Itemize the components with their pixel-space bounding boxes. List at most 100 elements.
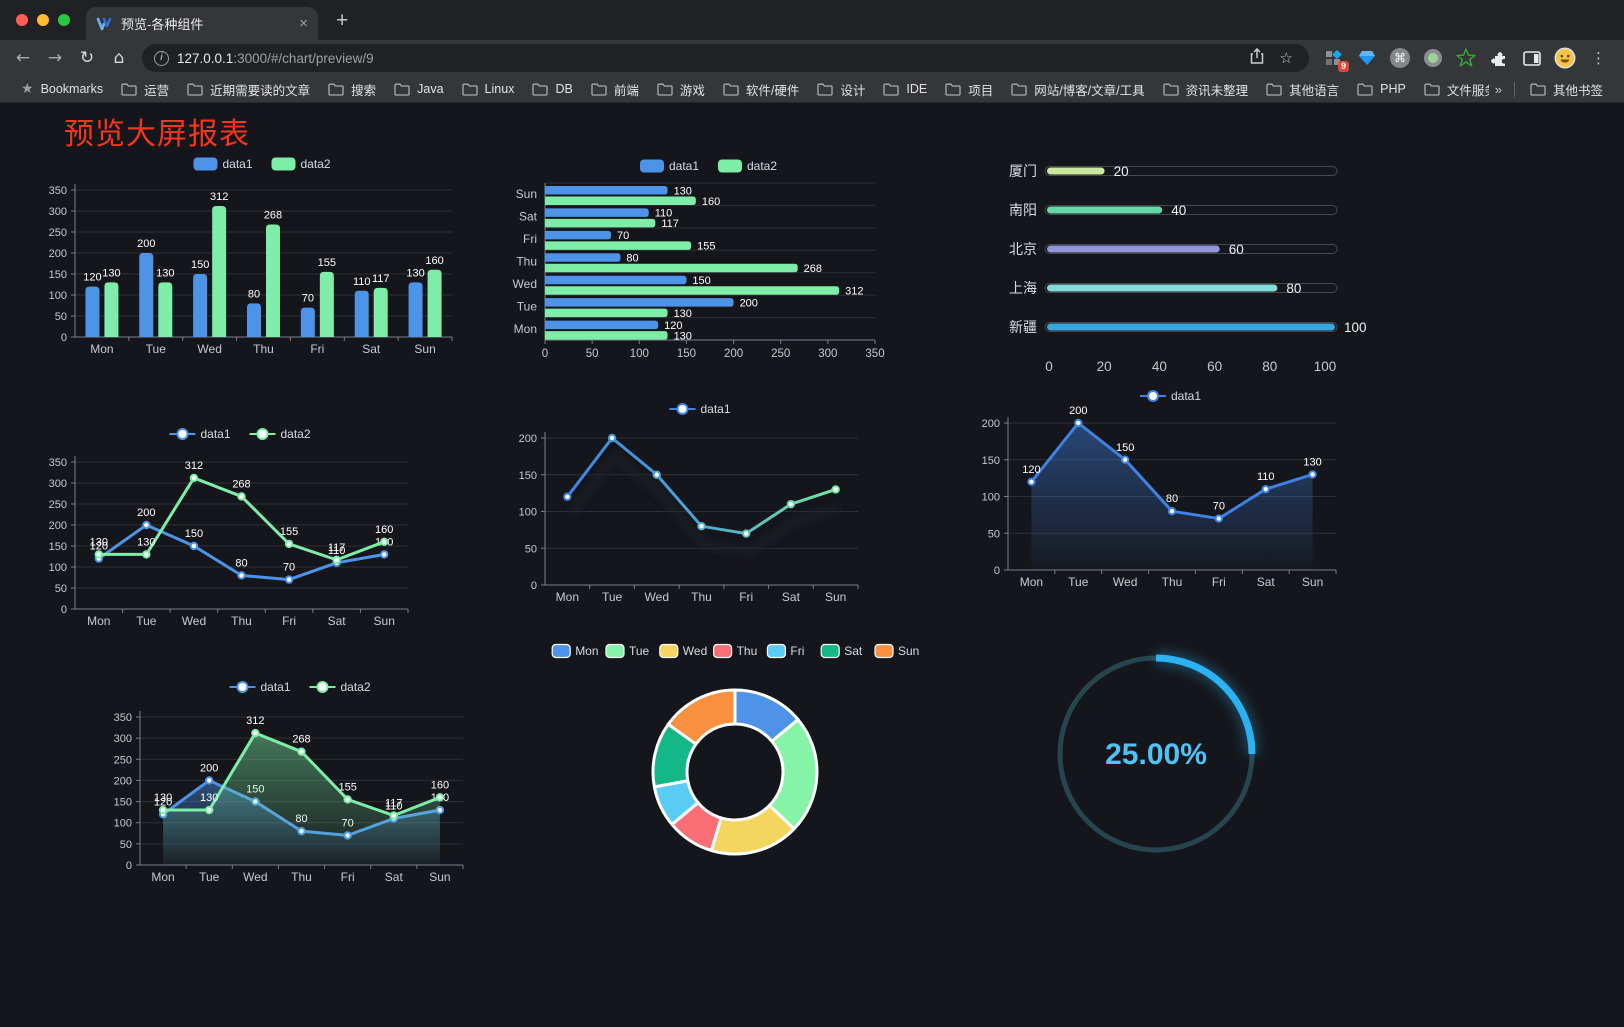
svg-text:Fri: Fri: [310, 342, 324, 356]
svg-text:120: 120: [664, 320, 682, 332]
url-path: :3000/#/chart/preview/9: [233, 50, 374, 66]
url-text[interactable]: 127.0.0.1:3000/#/chart/preview/9: [177, 51, 1238, 66]
area-line-chart[interactable]: data1 0 50 100 150 200 Mon Tue Wed Thu Fri Sat Sun 12…: [965, 388, 1385, 600]
reload-icon[interactable]: ↻: [79, 48, 95, 68]
bookmark-folder[interactable]: Linux: [453, 82, 524, 96]
dual-area-line-chart[interactable]: data1 data2 0 50 100 150 200 250 300 350 Mon Tue Wed…: [100, 675, 520, 890]
bookmark-folder[interactable]: 近期需要读的文章: [178, 80, 319, 99]
green-star-extension-icon[interactable]: [1455, 47, 1477, 69]
svg-text:117: 117: [328, 542, 346, 554]
svg-text:data1: data1: [701, 402, 731, 416]
svg-text:350: 350: [49, 457, 67, 469]
svg-text:Sun: Sun: [825, 590, 846, 604]
close-window-button[interactable]: [16, 14, 28, 26]
grouped-bar-chart[interactable]: data1 data2 0 50 100 150 200 250 300 350 Mon Tue Wed…: [35, 148, 465, 368]
forward-icon[interactable]: →: [47, 48, 63, 68]
minimize-window-button[interactable]: [37, 14, 49, 26]
browser-tab[interactable]: 预览-各种组件 ×: [86, 7, 318, 40]
svg-text:Fri: Fri: [523, 232, 537, 246]
bookmark-folder[interactable]: Java: [385, 82, 452, 96]
svg-text:160: 160: [431, 779, 449, 791]
svg-text:Sun: Sun: [898, 644, 919, 658]
svg-text:120: 120: [83, 272, 101, 284]
svg-text:268: 268: [804, 263, 822, 275]
svg-text:70: 70: [283, 562, 295, 574]
back-icon[interactable]: ←: [15, 48, 31, 68]
home-icon[interactable]: ⌂: [113, 48, 125, 68]
fullscreen-window-button[interactable]: [58, 14, 70, 26]
svg-text:Mon: Mon: [90, 342, 113, 356]
svg-text:60: 60: [1207, 359, 1222, 374]
bookmarks-star-icon: ★: [21, 81, 34, 97]
bookmark-folder[interactable]: 游戏: [648, 80, 714, 99]
progress-bar-chart[interactable]: 厦门 20 南阳 40 北京 60 上海 80 新疆 100 0 20 40 60 80 100: [985, 152, 1385, 387]
gem-extension-icon[interactable]: [1356, 47, 1378, 69]
browser-toolbar: ← → ↻ ⌂ i 127.0.0.1:3000/#/chart/preview…: [0, 40, 1624, 76]
svg-text:155: 155: [338, 781, 356, 793]
bookmark-folder[interactable]: 前端: [582, 80, 648, 99]
bookmark-folder[interactable]: 搜索: [319, 80, 385, 99]
bookmark-folder[interactable]: 设计: [808, 80, 874, 99]
bookmark-folder[interactable]: 文件服务器: [1415, 80, 1489, 99]
dual-line-chart[interactable]: data1 data2 0 50 100 150 200 250 300 350 Mon Tue Wed…: [35, 422, 465, 637]
svg-text:120: 120: [154, 796, 172, 808]
svg-text:200: 200: [137, 238, 155, 250]
svg-text:130: 130: [137, 536, 155, 548]
svg-text:Tue: Tue: [199, 870, 220, 884]
browser-menu-icon[interactable]: ⋮: [1591, 49, 1606, 67]
command-extension-icon[interactable]: ⌘: [1389, 47, 1411, 69]
bookmark-folder[interactable]: IDE: [874, 82, 936, 96]
record-extension-icon[interactable]: [1422, 47, 1444, 69]
svg-text:150: 150: [1116, 442, 1134, 454]
bookmark-folder-list: 运营 近期需要读的文章 搜索 Java Linux DB 前端 游戏 软件/硬件 设计 IDE 项目网…: [112, 80, 1489, 99]
bookmark-folder[interactable]: DB: [523, 82, 581, 96]
svg-text:80: 80: [626, 253, 638, 265]
bookmark-folder[interactable]: 网站/博客/文章/工具: [1002, 80, 1153, 99]
side-panel-icon[interactable]: [1521, 47, 1543, 69]
svg-text:200: 200: [519, 433, 537, 445]
bookmarks-root[interactable]: ★ Bookmarks: [12, 81, 112, 97]
svg-text:data1: data1: [223, 157, 253, 171]
svg-text:100: 100: [982, 492, 1000, 504]
svg-text:268: 268: [292, 734, 310, 746]
gauge-progress-chart[interactable]: 25.00%: [1046, 644, 1266, 866]
other-bookmarks-label: 其他书签: [1552, 83, 1603, 98]
svg-text:70: 70: [302, 293, 314, 305]
bookmark-star-icon[interactable]: ☆: [1279, 49, 1293, 67]
svg-text:50: 50: [586, 348, 599, 360]
bookmark-folder[interactable]: 项目: [936, 80, 1002, 99]
extensions-puzzle-icon[interactable]: [1488, 47, 1510, 69]
svg-text:data2: data2: [341, 680, 371, 694]
other-bookmarks-folder[interactable]: 其他书签: [1521, 80, 1612, 99]
gradient-line-chart[interactable]: data1 0 50 100 150 200 Mon Tue Wed Thu Fri Sat Sun: [505, 400, 925, 615]
bookmark-folder[interactable]: PHP: [1348, 82, 1415, 96]
svg-text:Tue: Tue: [146, 342, 167, 356]
bookmark-folder[interactable]: 其他语言: [1257, 80, 1348, 99]
bookmark-folder[interactable]: 资讯未整理: [1154, 80, 1258, 99]
svg-text:80: 80: [1262, 359, 1277, 374]
svg-text:300: 300: [49, 206, 67, 218]
donut-chart[interactable]: Mon Tue Wed Thu Fri Sat Sun: [535, 638, 935, 888]
svg-text:Wed: Wed: [197, 342, 221, 356]
svg-text:50: 50: [988, 528, 1000, 540]
svg-text:Thu: Thu: [737, 644, 758, 658]
tiles-extension-icon[interactable]: 9: [1323, 47, 1349, 72]
bookmarks-divider: [1513, 81, 1515, 97]
svg-text:20: 20: [1097, 359, 1112, 374]
profile-avatar[interactable]: [1554, 47, 1576, 69]
svg-text:data1: data1: [201, 427, 231, 441]
bookmarks-overflow-chevron[interactable]: »: [1494, 81, 1502, 97]
site-info-icon[interactable]: i: [154, 50, 169, 66]
bookmark-folder[interactable]: 运营: [112, 80, 178, 99]
tab-close-icon[interactable]: ×: [299, 15, 308, 32]
share-icon[interactable]: [1246, 47, 1268, 68]
bookmark-folder[interactable]: 软件/硬件: [714, 80, 808, 99]
address-bar[interactable]: i 127.0.0.1:3000/#/chart/preview/9 ☆: [142, 44, 1309, 72]
svg-text:Mon: Mon: [1020, 575, 1043, 589]
new-tab-button[interactable]: +: [336, 8, 349, 32]
svg-text:80: 80: [1286, 281, 1301, 296]
svg-text:data1: data1: [1171, 389, 1201, 403]
svg-text:Thu: Thu: [231, 614, 252, 628]
